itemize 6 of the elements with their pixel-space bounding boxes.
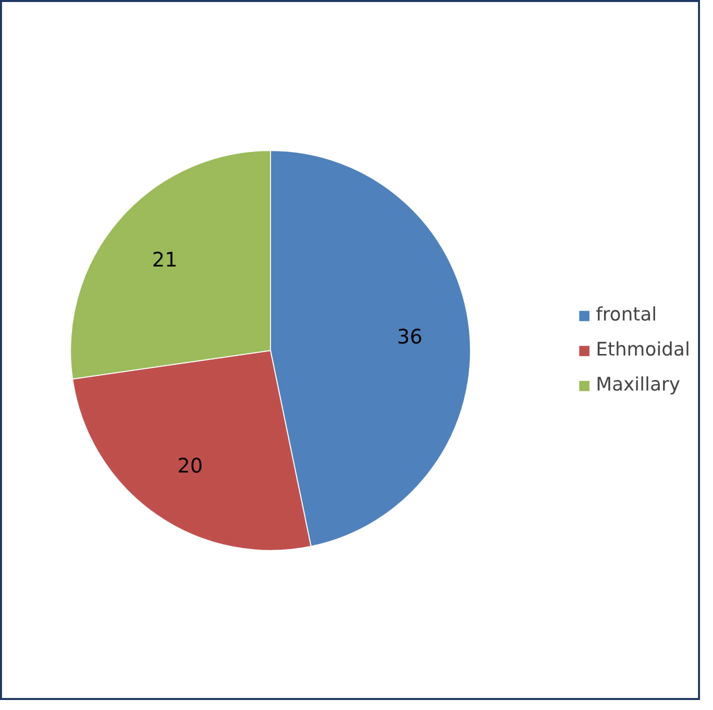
legend-label: Maxillary [596,374,680,396]
data-label: 20 [177,454,203,478]
legend-label: frontal [596,304,657,326]
data-label: 21 [152,247,178,272]
legend-label: Ethmoidal [596,340,690,360]
data-label: 36 [397,324,422,349]
